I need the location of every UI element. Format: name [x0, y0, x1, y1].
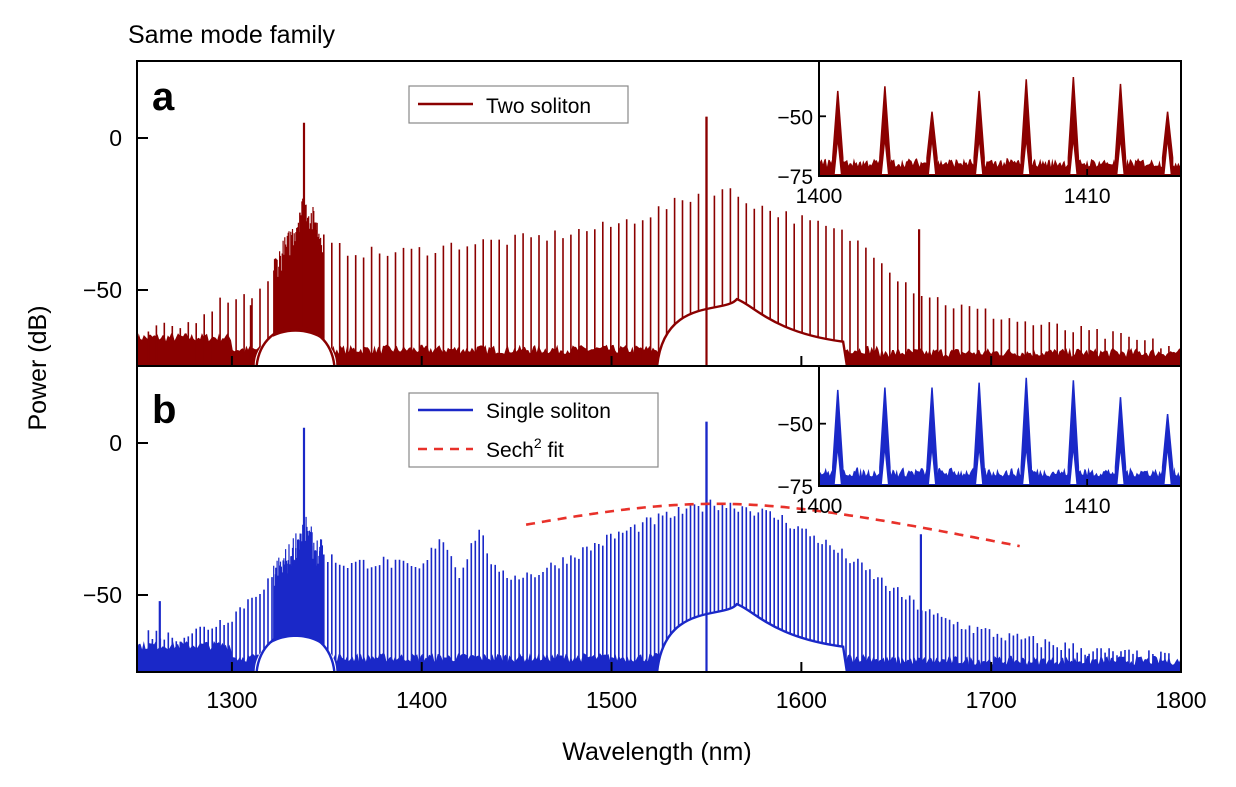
- x-tick-label: 1600: [776, 687, 827, 713]
- inset-peak: [1114, 83, 1127, 177]
- y-tick-label: 0: [109, 430, 122, 456]
- pump-hump-left: [254, 637, 337, 672]
- dispersive-wave-lines: [273, 516, 323, 672]
- inset-peak-notch: [834, 143, 841, 174]
- sech2-fit-line: [525, 502, 1020, 548]
- inset-y-tick-label: −75: [777, 166, 813, 189]
- panel-a-letter: a: [152, 75, 175, 119]
- inset-y-tick-label: −50: [777, 414, 813, 437]
- inset-peak: [879, 86, 891, 177]
- inset-frame: [818, 60, 1182, 177]
- inset-noise: [819, 157, 1181, 176]
- inset-peak-notch: [881, 143, 888, 174]
- y-axis-label: Power (dB): [24, 305, 52, 430]
- inset-peak-notch: [929, 452, 936, 484]
- inset-peak-notch: [929, 143, 936, 174]
- legend-a: Two soliton: [408, 85, 629, 124]
- y-tick-label: 0: [109, 125, 122, 151]
- inset-x-tick-label: 1400: [796, 185, 843, 208]
- inset-peak-notch: [1070, 452, 1077, 484]
- inset-peak-notch: [1117, 143, 1124, 174]
- inset-peak-notch: [1117, 452, 1124, 484]
- pump-hump-right: [657, 299, 847, 366]
- inset-peak-notch: [1070, 143, 1077, 174]
- inset-background: [819, 366, 1181, 486]
- x-tick-label: 1500: [586, 687, 637, 713]
- inset-x-tick-label: 1410: [1064, 495, 1111, 518]
- pump-hump-left-edge: [255, 631, 336, 672]
- inset-peak: [1161, 413, 1174, 487]
- inset-y-tick-label: −50: [777, 106, 813, 129]
- legend-b-label-fit: Sech2 fit: [486, 435, 564, 462]
- inset-x-tick-label: 1410: [1064, 185, 1111, 208]
- inset-peak: [832, 389, 844, 487]
- inset-y-tick-label: −75: [777, 476, 813, 499]
- legend-b: Single soliton Sech2 fit: [408, 392, 659, 468]
- inset-peak-notch: [1023, 452, 1030, 484]
- y-tick-label: −50: [83, 277, 122, 303]
- inset-peak: [926, 111, 938, 177]
- axes: 1300 1400 1500 1600 1700 1800 0 −50 0 −50: [83, 125, 1207, 713]
- x-tick-label: 1800: [1155, 687, 1206, 713]
- x-tick-label: 1700: [966, 687, 1017, 713]
- inset-peak-notch: [881, 452, 888, 484]
- pump-hump-right-edge: [655, 297, 849, 366]
- dispersive-wave-lines: [273, 198, 323, 366]
- pump-hump-left-edge: [255, 326, 336, 366]
- inset-peak: [1161, 111, 1174, 177]
- panel-b-letter: b: [152, 388, 176, 432]
- legend-a-label: Two soliton: [486, 95, 591, 118]
- inset-x-tick-label: 1400: [796, 495, 843, 518]
- inset-peak: [926, 387, 938, 487]
- inset-peak-notch: [1164, 143, 1171, 174]
- x-tick-label: 1300: [206, 687, 257, 713]
- inset-peak: [1020, 377, 1032, 487]
- comb-lines: [147, 188, 1170, 366]
- inset-background: [819, 61, 1181, 176]
- panel-b-frame: [136, 365, 1182, 673]
- legend-b-label-single: Single soliton: [486, 400, 611, 423]
- inset-peak: [1067, 76, 1080, 177]
- pump-hump-right-edge: [655, 602, 849, 672]
- inset-peak-notch: [976, 452, 983, 484]
- inset-peak: [1067, 380, 1080, 487]
- inset-noise: [819, 467, 1181, 486]
- inset-peak-notch: [834, 452, 841, 484]
- x-tick-label: 1400: [396, 687, 447, 713]
- panel-a-plot: [137, 116, 1181, 366]
- inset-peak: [973, 382, 985, 487]
- inset-peak-notch: [1023, 143, 1030, 174]
- inset-peak-notch: [1164, 452, 1171, 484]
- inset-peak: [1114, 397, 1127, 487]
- inset-peak: [832, 90, 844, 177]
- inset-peak: [1020, 79, 1032, 177]
- inset-peak-notch: [976, 143, 983, 174]
- inset-peak: [973, 90, 985, 177]
- panel-b-plot: [137, 421, 1181, 672]
- pump-hump-left: [254, 331, 337, 366]
- pump-hump-right: [657, 604, 847, 672]
- inset-peak: [879, 387, 891, 487]
- x-axis-label: Wavelength (nm): [562, 738, 751, 766]
- figure-header: Same mode family: [128, 21, 336, 49]
- y-tick-label: −50: [83, 582, 122, 608]
- inset-frame: [818, 365, 1182, 487]
- comb-lines: [147, 499, 1170, 672]
